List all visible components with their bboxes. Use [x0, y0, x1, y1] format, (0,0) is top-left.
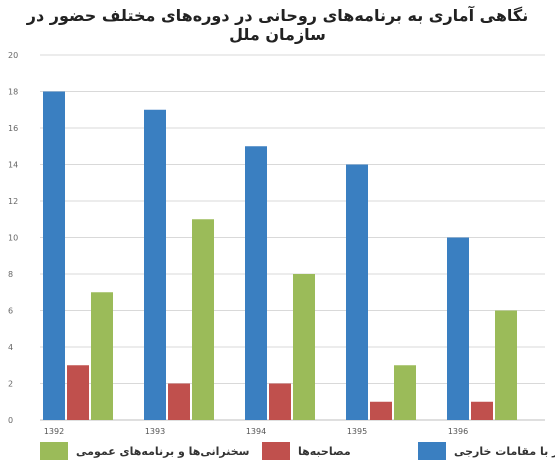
y-tick-label: 8 [8, 270, 13, 279]
legend-swatch-speeches [40, 442, 68, 460]
bar-speeches-1395 [394, 365, 416, 420]
legend-swatch-interviews [262, 442, 290, 460]
legend-label-speeches: سخنرانی‌ها و برنامه‌های عمومی [76, 444, 250, 458]
bar-interviews-1396 [471, 401, 493, 420]
x-tick-label: 1396 [448, 427, 468, 436]
y-tick-label: 2 [8, 380, 13, 389]
legend-item-meetings: دیدار با مقامات خارجی [418, 440, 555, 462]
legend-item-speeches: سخنرانی‌ها و برنامه‌های عمومی [40, 440, 249, 462]
bar-meetings-1392 [43, 91, 65, 420]
y-tick-label: 6 [8, 307, 13, 316]
y-tick-label: 16 [8, 124, 18, 133]
x-tick-label: 1393 [145, 427, 165, 436]
x-tick-label: 1395 [347, 427, 367, 436]
bar-meetings-1393 [144, 109, 166, 420]
chart-title: نگاهی آماری به برنامه‌های روحانی در دوره… [26, 6, 529, 44]
y-axis-ticks: 0 2 4 6 8 10 12 14 16 18 20 [8, 51, 18, 425]
bar-interviews-1393 [168, 383, 190, 420]
bar-interviews-1392 [67, 365, 89, 420]
x-axis-ticks: 1392 1393 1394 1395 1396 [44, 427, 468, 436]
bar-speeches-1394 [293, 274, 315, 420]
bar-speeches-1393 [192, 219, 214, 420]
bars [43, 91, 517, 420]
bar-interviews-1394 [269, 383, 291, 420]
legend-swatch-meetings [418, 442, 446, 460]
legend-label-meetings: دیدار با مقامات خارجی [454, 444, 555, 458]
y-tick-label: 0 [8, 416, 13, 425]
bar-chart: 0 2 4 6 8 10 12 14 16 18 20 1392 1393 1394 1395 1396 [8, 51, 545, 436]
y-tick-label: 12 [8, 197, 18, 206]
bar-speeches-1392 [91, 292, 113, 420]
grid-lines [40, 54, 545, 421]
y-tick-label: 18 [8, 88, 18, 97]
bar-meetings-1394 [245, 146, 267, 420]
x-tick-label: 1394 [246, 427, 266, 436]
bar-meetings-1395 [346, 164, 368, 420]
y-tick-label: 10 [8, 234, 18, 243]
legend-label-interviews: مصاحبه‌ها [298, 444, 351, 458]
bar-interviews-1395 [370, 401, 392, 420]
x-tick-label: 1392 [44, 427, 64, 436]
y-tick-label: 14 [8, 161, 18, 170]
bar-speeches-1396 [495, 310, 517, 420]
legend-item-interviews: مصاحبه‌ها [262, 440, 351, 462]
legend: سخنرانی‌ها و برنامه‌های عمومی مصاحبه‌ها … [0, 440, 555, 466]
y-tick-label: 20 [8, 51, 18, 60]
y-tick-label: 4 [8, 343, 13, 352]
bar-meetings-1396 [447, 237, 469, 420]
